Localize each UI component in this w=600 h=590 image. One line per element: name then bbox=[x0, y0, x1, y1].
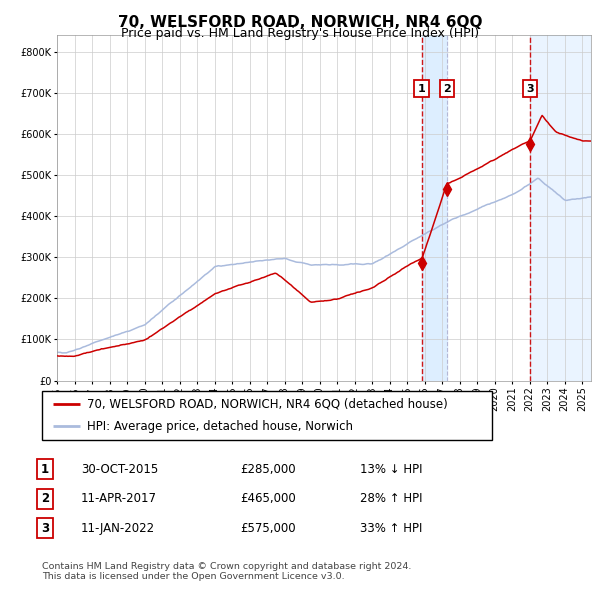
Text: 70, WELSFORD ROAD, NORWICH, NR4 6QQ: 70, WELSFORD ROAD, NORWICH, NR4 6QQ bbox=[118, 15, 482, 30]
Text: 2: 2 bbox=[41, 492, 49, 505]
Text: 11-APR-2017: 11-APR-2017 bbox=[81, 492, 157, 505]
Text: £285,000: £285,000 bbox=[240, 463, 296, 476]
Text: 2: 2 bbox=[443, 84, 451, 94]
Text: 30-OCT-2015: 30-OCT-2015 bbox=[81, 463, 158, 476]
Text: £575,000: £575,000 bbox=[240, 522, 296, 535]
Text: 1: 1 bbox=[418, 84, 425, 94]
Text: 28% ↑ HPI: 28% ↑ HPI bbox=[360, 492, 422, 505]
Text: Contains HM Land Registry data © Crown copyright and database right 2024.
This d: Contains HM Land Registry data © Crown c… bbox=[42, 562, 412, 581]
Text: 3: 3 bbox=[526, 84, 534, 94]
Text: HPI: Average price, detached house, Norwich: HPI: Average price, detached house, Norw… bbox=[87, 420, 353, 433]
Bar bbox=[422, 35, 447, 381]
Text: 1: 1 bbox=[41, 463, 49, 476]
Bar bbox=[530, 35, 591, 381]
Text: 3: 3 bbox=[41, 522, 49, 535]
Text: 33% ↑ HPI: 33% ↑ HPI bbox=[360, 522, 422, 535]
Text: 11-JAN-2022: 11-JAN-2022 bbox=[81, 522, 155, 535]
FancyBboxPatch shape bbox=[42, 391, 492, 440]
Text: 13% ↓ HPI: 13% ↓ HPI bbox=[360, 463, 422, 476]
Text: Price paid vs. HM Land Registry's House Price Index (HPI): Price paid vs. HM Land Registry's House … bbox=[121, 27, 479, 40]
Text: £465,000: £465,000 bbox=[240, 492, 296, 505]
Text: 70, WELSFORD ROAD, NORWICH, NR4 6QQ (detached house): 70, WELSFORD ROAD, NORWICH, NR4 6QQ (det… bbox=[87, 398, 448, 411]
